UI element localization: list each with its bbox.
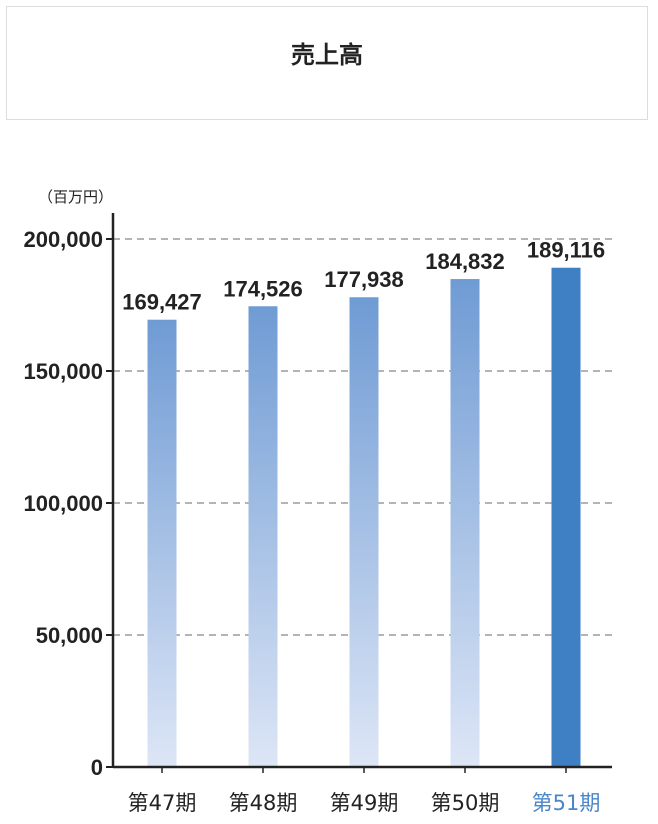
y-unit-label: （百万円） bbox=[38, 188, 113, 206]
y-tick-label: 100,000 bbox=[23, 491, 103, 516]
y-tick-label: 50,000 bbox=[36, 623, 103, 648]
y-tick-label: 200,000 bbox=[23, 227, 103, 252]
y-tick-label: 150,000 bbox=[23, 359, 103, 384]
bar bbox=[248, 306, 278, 767]
bar bbox=[450, 279, 480, 767]
bar bbox=[551, 267, 581, 767]
data-label: 189,116 bbox=[527, 238, 605, 263]
x-tick-label: 第51期 bbox=[532, 791, 601, 815]
chart-title-box: 売上高 bbox=[6, 6, 648, 120]
bar bbox=[147, 319, 177, 767]
x-tick-label: 第49期 bbox=[330, 791, 399, 815]
data-label: 177,938 bbox=[324, 267, 404, 292]
x-tick-label: 第47期 bbox=[128, 791, 197, 815]
data-label: 184,832 bbox=[425, 249, 505, 274]
x-tick-label: 第48期 bbox=[229, 791, 298, 815]
y-tick-label: 0 bbox=[91, 755, 103, 780]
data-label: 174,526 bbox=[223, 276, 303, 301]
chart-title: 売上高 bbox=[291, 41, 363, 69]
data-label: 169,427 bbox=[122, 290, 202, 315]
x-tick-label: 第50期 bbox=[431, 791, 500, 815]
bar bbox=[349, 297, 379, 767]
